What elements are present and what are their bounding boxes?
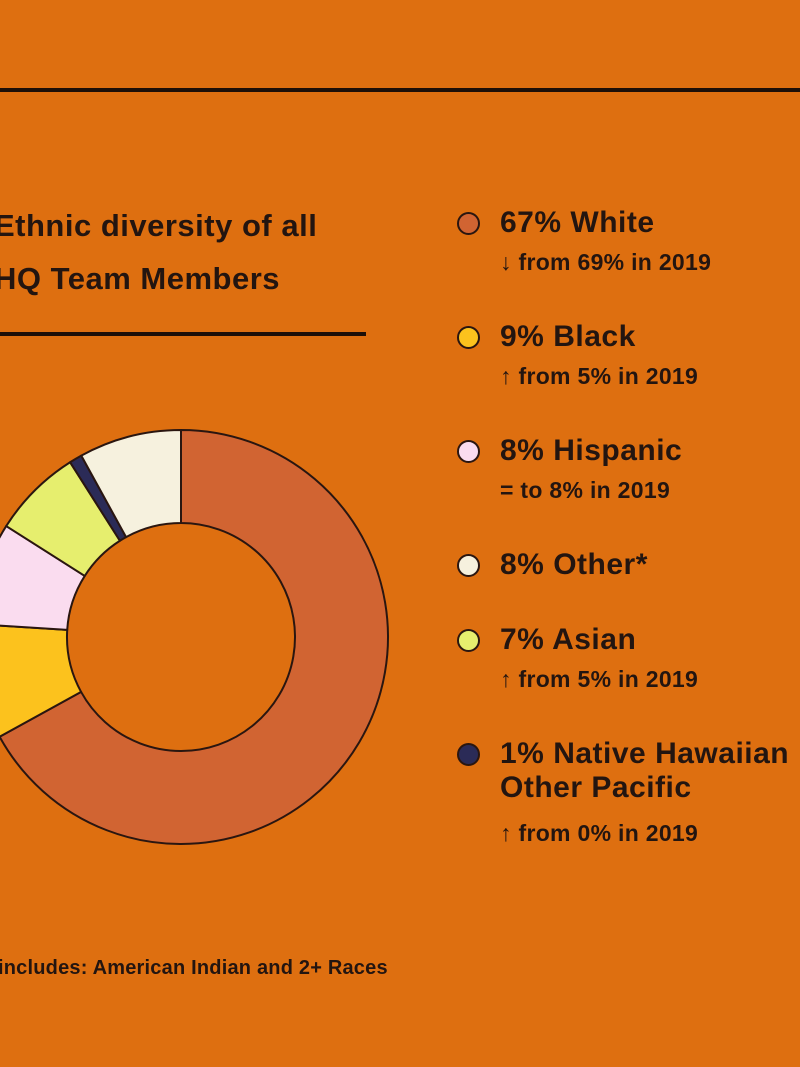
legend-row: 67% White (455, 205, 789, 241)
legend-label-native-line2: Other Pacific (500, 771, 692, 804)
legend-row: 8% Other* (455, 547, 789, 583)
legend-bullet-asian-icon (457, 628, 480, 652)
legend: 67% White ↓ from 69% in 2019 9% Black ↑ … (455, 205, 789, 890)
legend-item-hispanic: 8% Hispanic = to 8% in 2019 (455, 433, 789, 505)
legend-bullet-hispanic-icon (457, 439, 480, 463)
legend-row: 7% Asian (455, 622, 789, 658)
legend-item-white: 67% White ↓ from 69% in 2019 (455, 205, 789, 277)
legend-item-black: 9% Black ↑ from 5% in 2019 (455, 319, 789, 391)
donut-slice-black (0, 624, 83, 738)
legend-label-white: 67% White (500, 206, 655, 239)
legend-bullet-black-icon (457, 325, 480, 349)
legend-row: 1% Native Hawaiian (455, 736, 789, 772)
legend-bullet-native-icon (457, 742, 480, 766)
legend-label-asian: 7% Asian (500, 623, 637, 656)
legend-row: 9% Black (455, 319, 789, 355)
legend-change-black: ↑ from 5% in 2019 (500, 363, 699, 389)
page-title: Ethnic diversity of all HQ Team Members (0, 199, 317, 305)
legend-change-white: ↓ from 69% in 2019 (500, 249, 712, 275)
donut-svg (0, 429, 389, 845)
title-underline (0, 332, 366, 336)
legend-change-hispanic: = to 8% in 2019 (500, 477, 671, 503)
legend-item-native: 1% Native Hawaiian Other Pacific ↑ from … (455, 736, 789, 848)
legend-item-other: 8% Other* (455, 547, 789, 583)
legend-item-asian: 7% Asian ↑ from 5% in 2019 (455, 622, 789, 694)
legend-label-native-line1: 1% Native Hawaiian (500, 737, 790, 770)
donut-slice-other (80, 429, 182, 539)
legend-bullet-white-icon (457, 211, 480, 235)
legend-label-hispanic: 8% Hispanic (500, 434, 683, 467)
legend-bullet-other-icon (457, 553, 480, 577)
top-rule (0, 88, 800, 92)
legend-label-black: 9% Black (500, 320, 636, 353)
footnote: includes: American Indian and 2+ Races (0, 957, 388, 979)
legend-label-other: 8% Other* (500, 548, 648, 581)
title-line-2: HQ Team Members (0, 261, 281, 296)
legend-change-asian: ↑ from 5% in 2019 (500, 666, 699, 692)
legend-row: 8% Hispanic (455, 433, 789, 469)
title-line-1: Ethnic diversity of all (0, 208, 318, 243)
donut-chart (0, 427, 391, 847)
donut-slice-white (0, 429, 389, 845)
legend-change-native: ↑ from 0% in 2019 (500, 820, 699, 846)
